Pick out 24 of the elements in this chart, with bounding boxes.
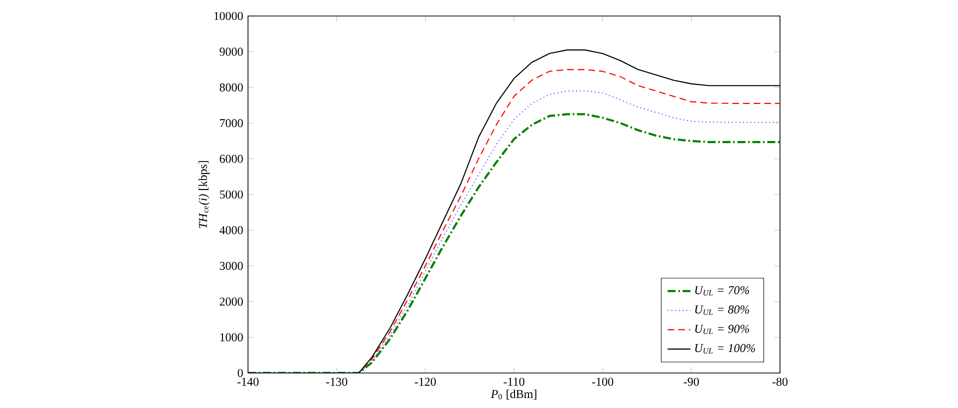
x-tick-label: -100	[592, 378, 614, 386]
x-axis-title: P$_{0}$ [dBm]	[490, 390, 536, 400]
y-tick-label: 1000	[220, 333, 243, 342]
y-tick-label: 8000	[220, 83, 243, 92]
y-tick-label: 6000	[220, 154, 243, 163]
x-tick-label: -90	[684, 378, 699, 386]
legend-label: U$_{UL}$ = 70%	[695, 286, 750, 296]
legend-label: U$_{UL}$ = 80%	[695, 305, 750, 315]
y-tick-label: 5000	[220, 190, 243, 199]
y-tick-label: 4000	[220, 226, 243, 234]
x-tick-label: -120	[414, 378, 436, 386]
legend-label: U$_{UL}$ = 90%	[695, 324, 750, 334]
y-tick-label: 7000	[220, 119, 243, 128]
y-tick-label: 2000	[220, 298, 243, 306]
x-tick-label: -80	[772, 378, 788, 386]
x-tick-label: -110	[504, 378, 524, 386]
y-tick-label: 0	[238, 368, 243, 378]
y-tick-label: 9000	[220, 48, 243, 56]
x-tick-label: -140	[237, 378, 259, 386]
x-tick-label: -130	[326, 378, 348, 386]
y-tick-label: 10000	[214, 12, 243, 20]
legend-label: U$_{UL}$ = 100%	[695, 344, 756, 354]
y-axis-title: TH$_{ce}$(i) [kbps]	[198, 161, 210, 228]
y-tick-label: 3000	[220, 262, 243, 270]
